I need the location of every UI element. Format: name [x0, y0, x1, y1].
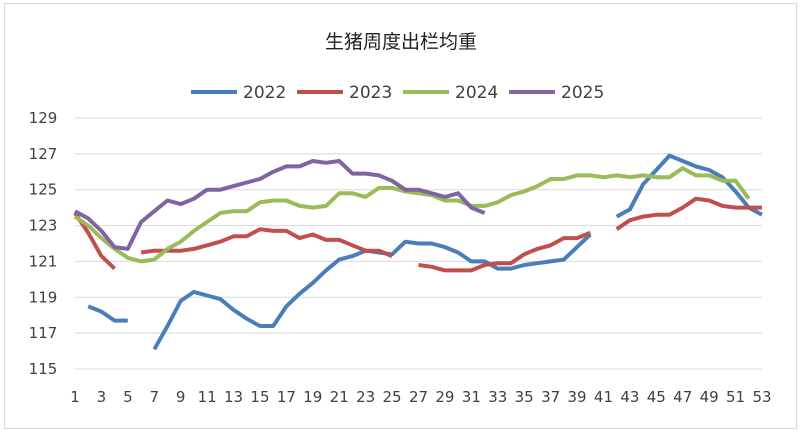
legend: 2022 2023 2024 2025	[191, 83, 604, 103]
x-tick-label: 7	[149, 388, 159, 406]
x-tick-label: 23	[356, 388, 375, 406]
legend-label-2024: 2024	[455, 83, 498, 103]
x-tick-label: 9	[176, 388, 186, 406]
y-axis-ticks: 115 117 119 121 123 125 127 129	[29, 109, 58, 378]
y-tick-label: 119	[29, 288, 58, 306]
x-tick-label: 29	[435, 388, 454, 406]
x-tick-label: 19	[303, 388, 322, 406]
x-tick-label: 43	[620, 388, 639, 406]
x-tick-label: 11	[198, 388, 217, 406]
x-tick-label: 27	[409, 388, 428, 406]
x-tick-label: 39	[567, 388, 586, 406]
series-layer	[73, 153, 763, 351]
legend-label-2025: 2025	[561, 83, 604, 103]
series-line-2023	[73, 196, 762, 273]
x-tick-label: 37	[541, 388, 560, 406]
x-tick-label: 35	[515, 388, 534, 406]
x-tick-label: 15	[250, 388, 269, 406]
legend-label-2022: 2022	[243, 83, 286, 103]
x-tick-label: 53	[752, 388, 771, 406]
y-tick-label: 121	[29, 252, 58, 270]
x-tick-label: 33	[488, 388, 507, 406]
x-tick-label: 51	[726, 388, 745, 406]
y-tick-label: 123	[29, 217, 58, 235]
x-tick-label: 13	[224, 388, 243, 406]
series-line-2025	[74, 159, 486, 251]
legend-label-2023: 2023	[349, 83, 392, 103]
x-tick-label: 5	[123, 388, 133, 406]
x-tick-label: 21	[330, 388, 349, 406]
y-tick-label: 125	[29, 181, 58, 199]
y-tick-label: 115	[29, 360, 58, 378]
chart-frame: 生猪周度出栏均重 2022 2023 2024 2025 115 117 119 121 12…	[4, 3, 797, 429]
x-tick-label: 41	[594, 388, 613, 406]
x-tick-label: 45	[647, 388, 666, 406]
x-tick-label: 17	[277, 388, 296, 406]
x-tick-label: 25	[383, 388, 402, 406]
x-tick-label: 1	[70, 388, 80, 406]
x-tick-label: 49	[700, 388, 719, 406]
y-tick-label: 127	[29, 145, 58, 163]
series-line-2024	[73, 166, 751, 264]
x-axis-ticks: 1 3 5 7 9 11 13 15 17 19 21 23 25 27 29 31 33 35 37 39 41 43 4…	[70, 388, 771, 406]
y-tick-label: 117	[29, 324, 58, 342]
series-line-2022	[87, 153, 763, 351]
y-tick-label: 129	[29, 109, 58, 127]
x-tick-label: 31	[462, 388, 481, 406]
x-tick-label: 47	[673, 388, 692, 406]
chart-title: 生猪周度出栏均重	[325, 31, 477, 53]
chart-svg: 生猪周度出栏均重 2022 2023 2024 2025 11511711912112…	[29, 31, 772, 406]
x-tick-label: 3	[97, 388, 107, 406]
